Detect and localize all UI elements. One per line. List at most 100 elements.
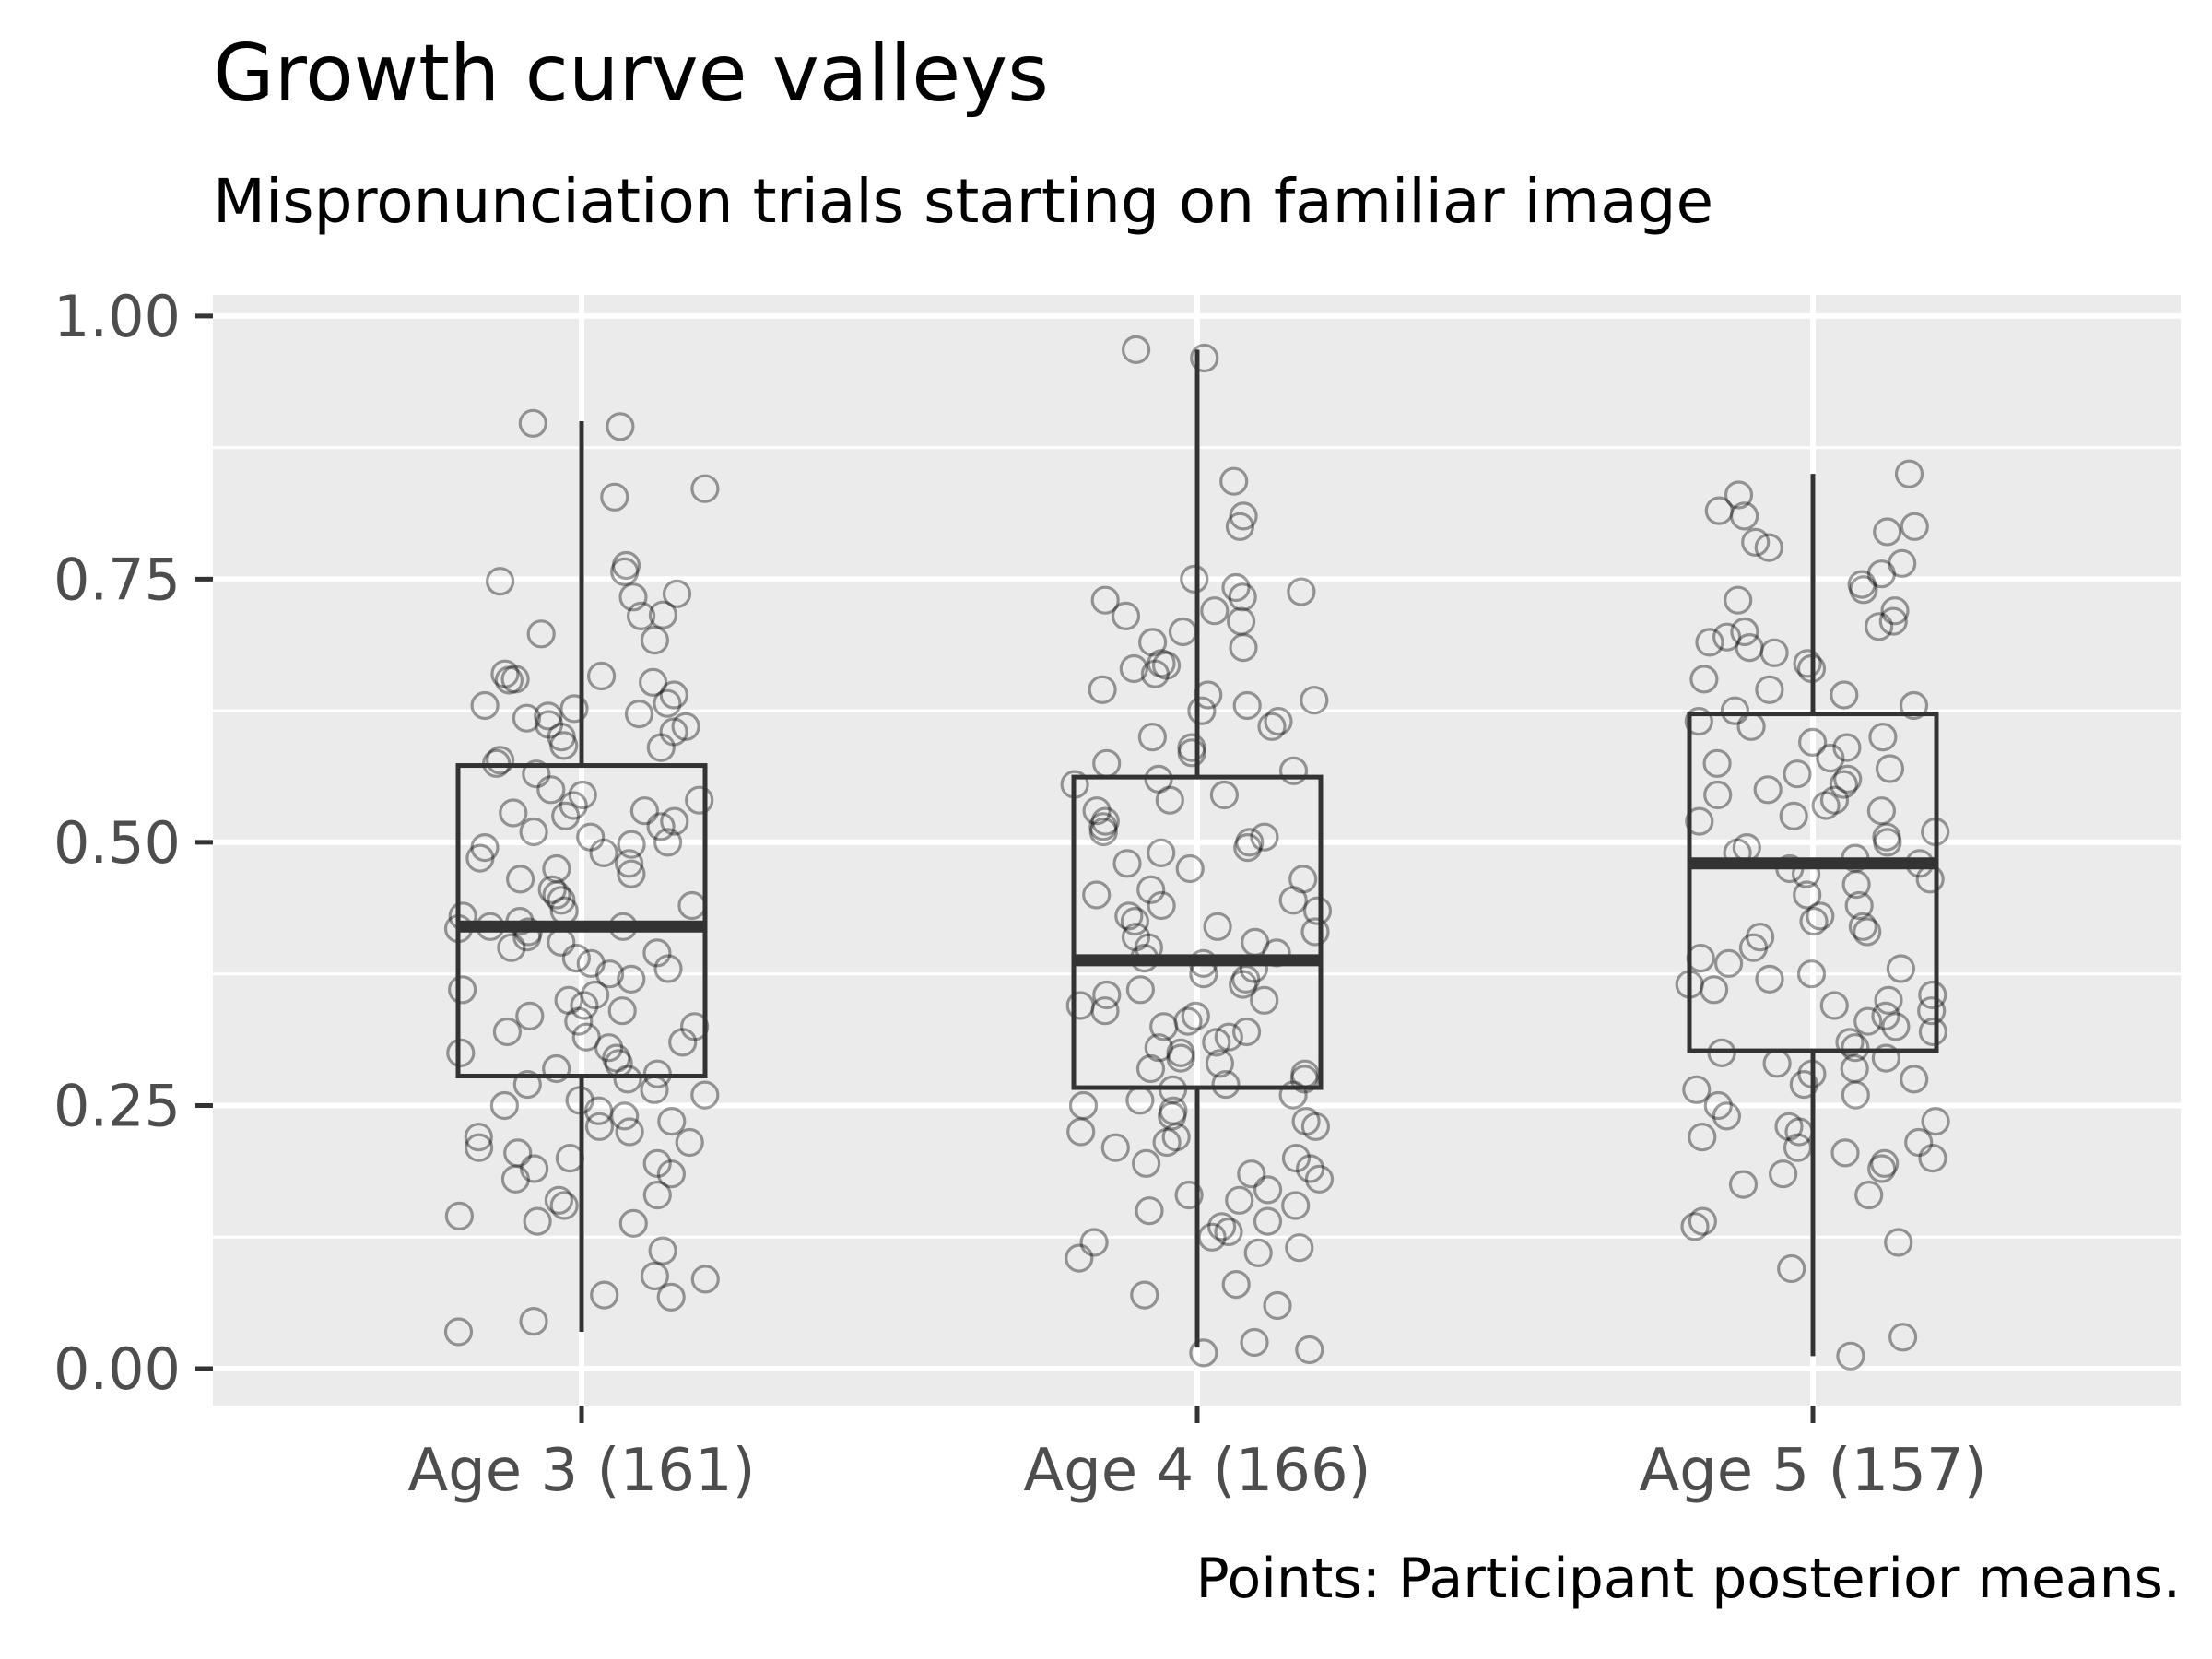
data-point [485,746,515,775]
data-point [1243,1238,1273,1268]
data-point [1754,533,1783,562]
data-point [1229,632,1258,663]
data-point [1918,1017,1947,1047]
data-point [505,865,535,894]
data-point [657,1106,687,1136]
data-point [1755,675,1784,704]
data-point [656,1282,686,1312]
data-point [1137,628,1168,657]
data-point [534,710,564,739]
box-iqr [1071,774,1324,1090]
data-point [542,880,571,910]
data-point [679,1012,710,1041]
boxes [455,349,1939,1357]
data-point [1849,575,1878,605]
data-point [464,1133,494,1162]
data-point [542,1053,571,1084]
x-tick-label: Age 4 (166) [1023,1437,1371,1505]
data-point [448,975,477,1005]
data-point [1100,1133,1130,1162]
data-point [690,474,720,503]
data-point [1875,754,1905,783]
data-point [1768,1159,1798,1189]
data-point [1745,923,1775,952]
chart-subtitle: Mispronunciation trials starting on fami… [213,166,1714,237]
data-point [1703,1090,1733,1121]
data-point [638,667,668,697]
data-point [1688,1123,1717,1152]
data-point [494,665,524,695]
data-point [1830,1138,1860,1168]
data-point [551,801,581,831]
data-point [576,822,606,852]
data-point [1728,1170,1759,1199]
data-point [1121,923,1151,952]
data-point [1159,1096,1188,1125]
data-point [1228,970,1258,999]
data-point [1111,601,1141,631]
data-point [659,717,688,747]
data-point [1738,933,1769,962]
data-point [1131,1148,1161,1178]
data-point [1065,1243,1094,1273]
data-point [464,1123,493,1152]
axes: 0.00 0.25 0.50 0.75 1.00 Age 3 (161) Age 4 (16… [53,283,1987,1505]
data-point [675,1127,704,1158]
data-point [1173,1006,1203,1036]
data-point [1151,651,1182,680]
data-point [515,1001,545,1031]
data-point [1177,738,1206,768]
data-point [1225,512,1255,541]
data-point [1874,985,1903,1015]
data-point [1214,1217,1243,1247]
data-point [1689,665,1719,694]
data-point [671,712,700,741]
data-point [1300,686,1329,715]
data-point [1166,1038,1195,1068]
data-point [653,688,682,718]
data-point [602,1043,631,1073]
data-point [1703,780,1733,810]
data-point [1873,828,1902,857]
data-point [1695,628,1724,657]
data-point [1175,853,1205,884]
data-point [580,980,610,1010]
data-point [1789,1069,1818,1100]
data-point [1871,1001,1900,1031]
data-point [1203,912,1232,941]
data-point [1881,1012,1911,1041]
data-point [1841,1033,1870,1063]
data-point [1921,1106,1950,1136]
data-point [549,1191,579,1220]
data-point [1229,501,1258,531]
data-point [1288,865,1318,894]
data-point [1819,785,1850,815]
data-point [534,701,563,731]
data-point [554,985,583,1015]
data-point [542,853,571,884]
data-point [610,1101,640,1131]
data-point [668,1028,698,1057]
data-point [547,886,576,915]
data-point [1295,1335,1324,1365]
data-point [1211,1069,1241,1100]
data-point [1819,991,1849,1020]
data-point [1793,649,1822,678]
data-point [1181,1001,1210,1031]
data-point [610,557,640,587]
data-point [648,600,678,629]
data-point [1090,585,1120,615]
data-point [642,1180,672,1210]
data-point [523,1206,552,1236]
data-point [1226,606,1256,636]
data-point [512,703,542,733]
data-point [1880,596,1910,626]
data-point [1219,466,1249,496]
data-point [1779,801,1808,831]
data-point [1900,1065,1929,1094]
data-point [1816,743,1845,773]
data-point [485,567,515,596]
data-point [1114,901,1144,931]
data-point [547,723,576,752]
data-point [1688,1206,1718,1236]
